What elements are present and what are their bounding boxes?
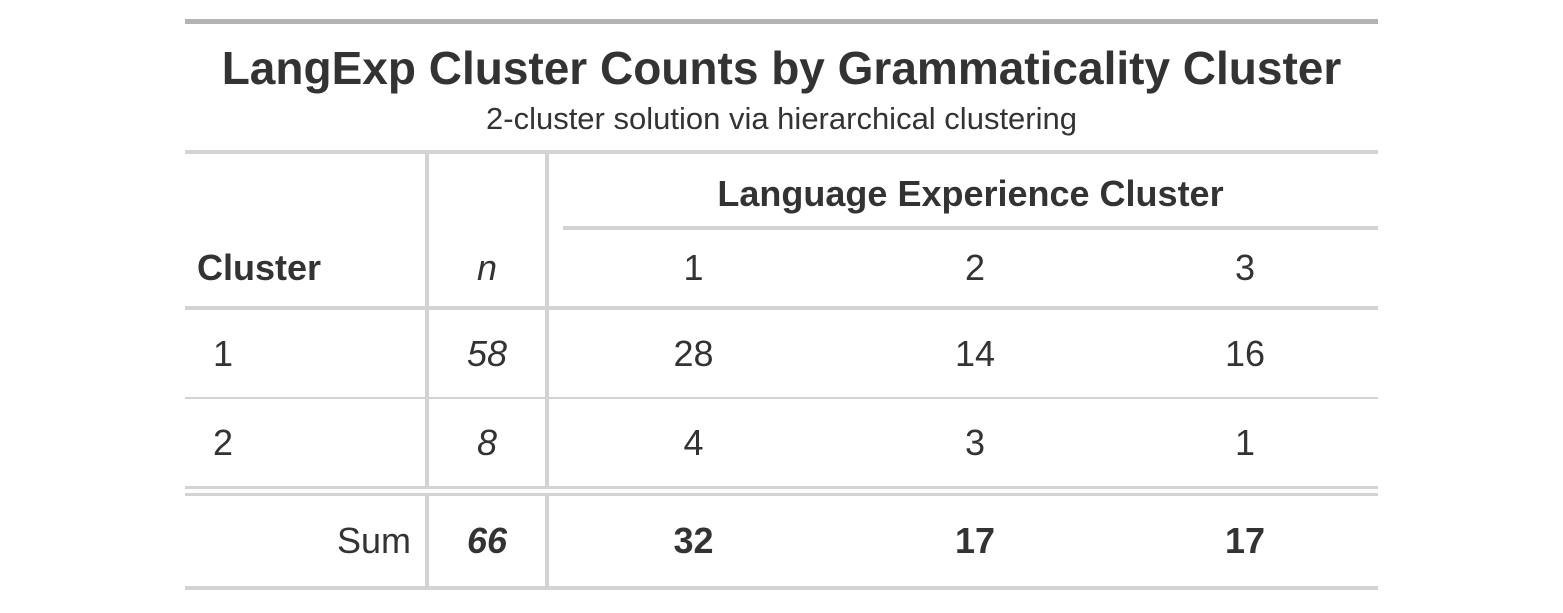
column-spanner-label: Language Experience Cluster: [563, 176, 1379, 230]
spanner-blank-cluster: [185, 150, 429, 230]
row-langexp-2-cell: 14: [838, 308, 1112, 399]
summary-row: Sum 66 32 17 17: [185, 491, 1379, 590]
summary-label: Sum: [185, 491, 429, 590]
summary-langexp-3-cell: 17: [1112, 491, 1379, 590]
column-header-cluster: Cluster: [185, 230, 429, 310]
row-n-cell: 8: [427, 398, 549, 496]
row-cluster-label: 2: [185, 398, 429, 496]
column-header-langexp-1: 1: [547, 230, 838, 310]
row-langexp-1-cell: 28: [547, 308, 838, 399]
row-langexp-1-cell: 4: [547, 398, 838, 496]
summary-langexp-2-cell: 17: [838, 491, 1112, 590]
table-subtitle: 2-cluster solution via hierarchical clus…: [486, 101, 1077, 136]
table-row: 1 58 28 14 16: [185, 308, 1379, 399]
summary-table-container: LangExp Cluster Counts by Grammaticality…: [185, 19, 1379, 590]
row-langexp-3-cell: 16: [1112, 308, 1379, 399]
row-cluster-label: 1: [185, 308, 429, 399]
counts-table: Language Experience Cluster Cluster n 1 …: [185, 150, 1379, 590]
row-langexp-3-cell: 1: [1112, 398, 1379, 496]
column-header-langexp-2: 2: [838, 230, 1112, 310]
spanner-blank-n: [427, 150, 549, 230]
row-langexp-2-cell: 3: [838, 398, 1112, 496]
table-title: LangExp Cluster Counts by Grammaticality…: [221, 42, 1342, 94]
row-n-cell: 58: [427, 308, 549, 399]
table-row: 2 8 4 3 1: [185, 398, 1379, 496]
column-spanner: Language Experience Cluster: [547, 150, 1379, 230]
summary-langexp-1-cell: 32: [547, 491, 838, 590]
column-header-n: n: [427, 230, 549, 310]
summary-n-cell: 66: [427, 491, 549, 590]
column-header-langexp-3: 3: [1112, 230, 1379, 310]
top-rule: [185, 19, 1378, 24]
